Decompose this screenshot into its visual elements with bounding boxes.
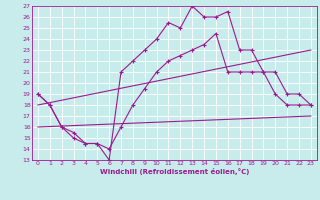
X-axis label: Windchill (Refroidissement éolien,°C): Windchill (Refroidissement éolien,°C) bbox=[100, 168, 249, 175]
